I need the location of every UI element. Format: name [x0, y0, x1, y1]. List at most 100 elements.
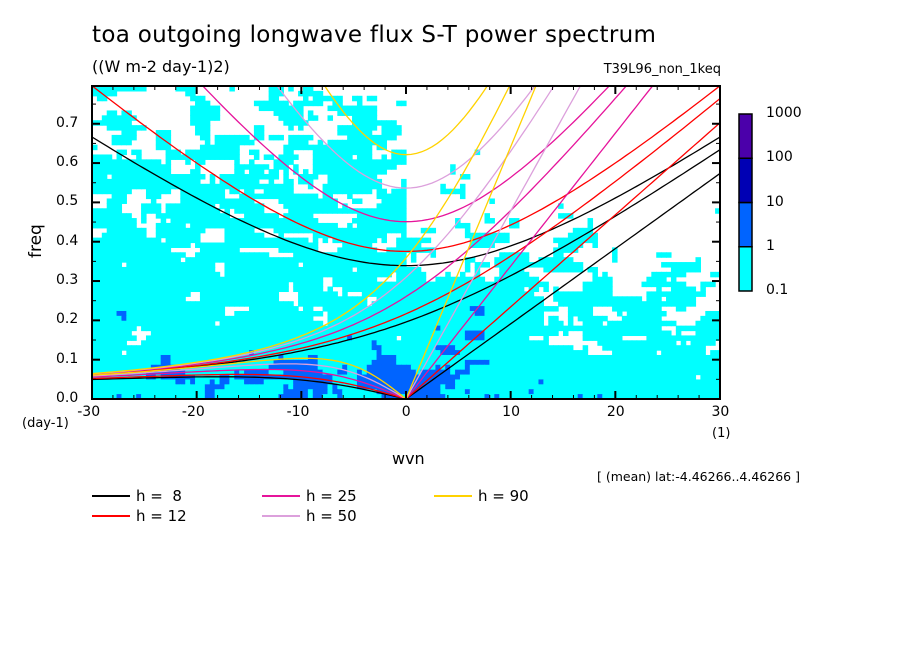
power-cell: [410, 345, 417, 351]
power-cell: [96, 183, 103, 190]
power-cell: [366, 159, 373, 165]
power-cell: [155, 296, 162, 302]
power-cell: [131, 291, 137, 297]
power-cell: [636, 330, 643, 337]
power-cell: [150, 193, 157, 200]
power-cell: [278, 345, 284, 351]
power-cell: [116, 359, 123, 366]
power-cell: [494, 276, 500, 283]
power-cell: [322, 159, 329, 165]
power-cell: [666, 262, 672, 268]
power-cell: [342, 320, 348, 327]
power-cell: [150, 306, 157, 312]
power-cell: [396, 213, 402, 219]
power-cell: [533, 286, 540, 293]
power-cell: [538, 374, 544, 381]
power-cell: [342, 389, 348, 395]
power-cell: [504, 389, 510, 395]
power-cell: [307, 247, 314, 253]
power-cell: [332, 369, 338, 376]
power-cell: [504, 281, 510, 288]
power-cell: [347, 271, 353, 278]
power-cell: [145, 325, 152, 332]
power-cell: [150, 198, 157, 204]
power-cell: [489, 310, 495, 317]
power-cell: [199, 208, 206, 214]
power-cell: [185, 354, 191, 361]
power-cell: [288, 139, 294, 146]
power-cell: [278, 164, 284, 170]
power-cell: [190, 286, 196, 293]
power-cell: [92, 301, 98, 307]
power-cell: [616, 354, 623, 361]
power-cell: [111, 139, 118, 146]
power-cell: [293, 384, 299, 390]
power-cell: [332, 315, 338, 322]
power-cell: [695, 359, 701, 366]
power-cell: [116, 301, 123, 307]
power-cell: [337, 345, 343, 351]
power-cell: [489, 296, 495, 302]
power-cell: [509, 276, 515, 283]
power-cell: [567, 364, 574, 371]
power-cell: [577, 364, 584, 371]
power-cell: [322, 354, 329, 361]
power-cell: [322, 208, 329, 214]
power-cell: [553, 330, 559, 337]
power-cell: [381, 345, 387, 351]
power-cell: [612, 325, 618, 332]
power-cell: [121, 130, 127, 136]
power-cell: [204, 271, 211, 278]
power-cell: [376, 144, 383, 151]
power-cell: [646, 354, 652, 361]
power-cell: [484, 237, 491, 244]
power-cell: [204, 286, 211, 293]
power-cell: [626, 374, 633, 381]
power-cell: [239, 345, 245, 351]
power-cell: [572, 374, 579, 381]
power-cell: [366, 222, 373, 229]
power-cell: [185, 301, 191, 307]
power-cell: [489, 359, 495, 366]
power-cell: [518, 306, 525, 312]
power-cell: [131, 350, 137, 356]
power-cell: [582, 384, 589, 390]
power-cell: [572, 379, 579, 385]
power-cell: [459, 271, 466, 278]
power-cell: [327, 266, 334, 273]
power-cell: [381, 130, 387, 136]
power-cell: [445, 188, 451, 195]
power-cell: [141, 296, 147, 302]
power-cell: [371, 134, 378, 141]
power-cell: [126, 379, 132, 385]
power-cell: [705, 310, 711, 317]
power-cell: [155, 183, 162, 190]
power-cell: [288, 144, 294, 151]
power-cell: [455, 359, 461, 366]
power-cell: [293, 320, 299, 327]
power-cell: [430, 301, 437, 307]
power-cell: [435, 310, 441, 317]
power-cell: [239, 232, 245, 239]
power-cell: [641, 301, 648, 307]
power-cell: [253, 335, 260, 341]
power-cell: [396, 369, 402, 376]
power-cell: [401, 350, 407, 356]
power-cell: [155, 315, 162, 322]
power-cell: [661, 330, 667, 337]
power-cell: [406, 330, 412, 337]
power-cell: [180, 394, 186, 399]
power-cell: [263, 188, 270, 195]
power-cell: [327, 193, 334, 200]
power-cell: [499, 315, 505, 322]
power-cell: [396, 291, 402, 297]
power-cell: [479, 364, 486, 371]
power-cell: [268, 218, 275, 224]
power-cell: [190, 227, 196, 234]
power-cell: [347, 374, 353, 381]
power-cell: [499, 325, 505, 332]
power-cell: [538, 325, 544, 332]
power-cell: [646, 301, 652, 307]
power-cell: [322, 325, 329, 332]
power-cell: [293, 345, 299, 351]
